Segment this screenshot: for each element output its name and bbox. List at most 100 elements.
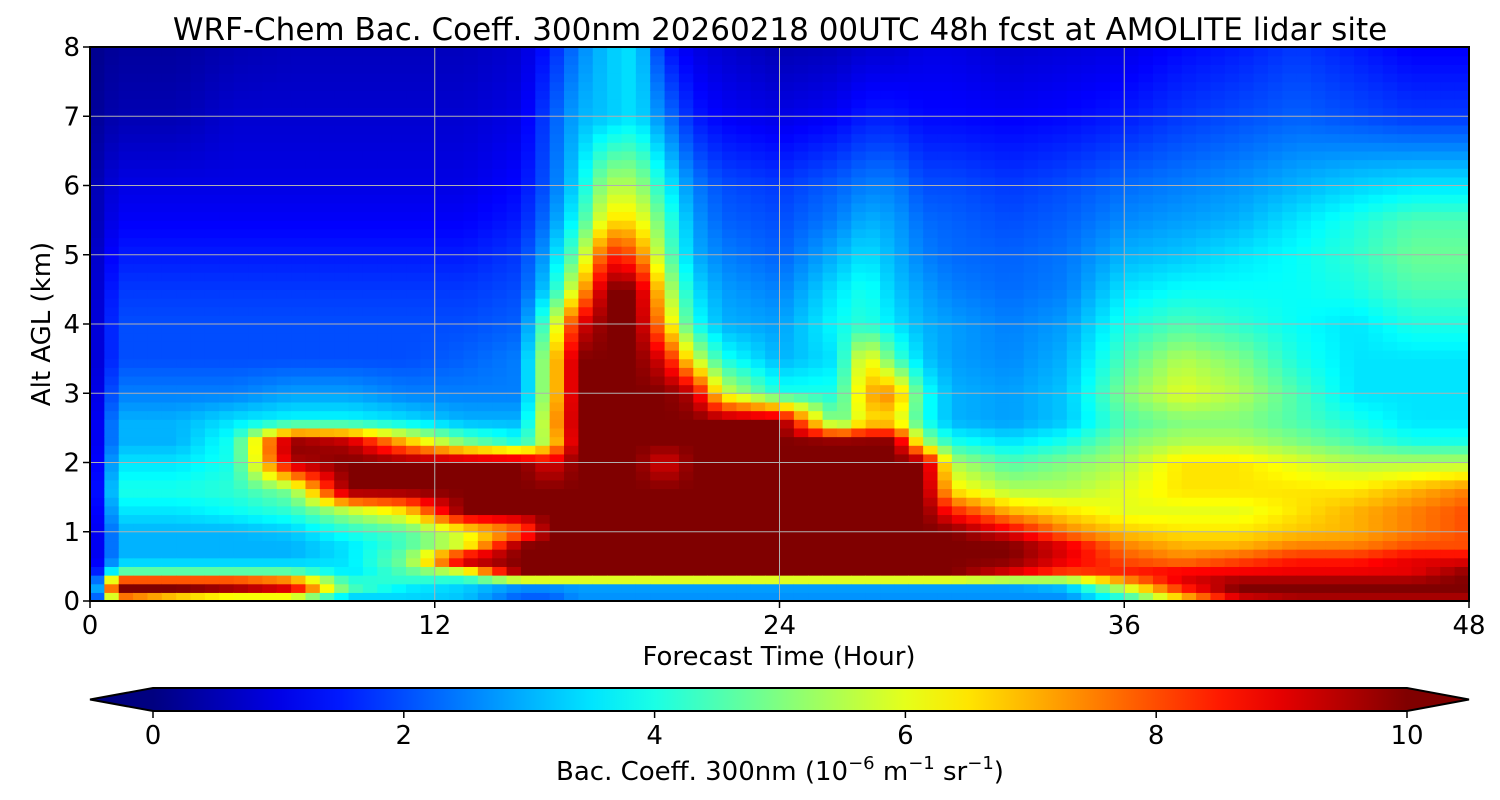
heatmap-cell <box>578 514 594 524</box>
heatmap-cell <box>851 107 867 117</box>
heatmap-cell <box>1167 228 1183 239</box>
heatmap-cell <box>578 159 594 169</box>
heatmap-cell <box>836 220 852 230</box>
heatmap-cell <box>449 220 465 230</box>
heatmap-cell <box>147 488 163 498</box>
heatmap-cell <box>190 272 206 282</box>
heatmap-cell <box>908 246 924 256</box>
heatmap-cell <box>535 272 551 282</box>
heatmap-cell <box>1009 98 1025 109</box>
heatmap-cell <box>248 47 263 57</box>
heatmap-cell <box>1009 531 1025 542</box>
heatmap-cell <box>994 540 1010 550</box>
heatmap-cell <box>262 220 278 230</box>
heatmap-cell <box>334 263 350 273</box>
heatmap-cell <box>449 427 465 438</box>
heatmap-cell <box>362 531 378 542</box>
heatmap-cell <box>937 453 953 464</box>
heatmap-cell <box>607 540 623 550</box>
heatmap-cell <box>994 427 1010 438</box>
heatmap-cell <box>133 549 149 559</box>
heatmap-cell <box>449 592 465 601</box>
heatmap-cell <box>678 306 694 316</box>
heatmap-cell <box>994 471 1010 481</box>
heatmap-cell <box>161 246 177 256</box>
heatmap-cell <box>994 246 1010 256</box>
heatmap-cell <box>951 263 967 273</box>
heatmap-cell <box>1124 375 1140 386</box>
heatmap-cell <box>678 81 694 91</box>
heatmap-cell <box>650 72 666 83</box>
heatmap-cell <box>406 427 421 438</box>
heatmap-cell <box>233 332 249 342</box>
heatmap-cell <box>1023 306 1039 316</box>
heatmap-cell <box>434 384 450 394</box>
heatmap-cell <box>880 523 896 533</box>
heatmap-cell <box>621 332 637 342</box>
heatmap-cell <box>348 168 364 178</box>
heatmap-cell <box>980 220 996 230</box>
heatmap-cell <box>362 176 378 187</box>
heatmap-cell <box>535 549 551 559</box>
heatmap-cell <box>1081 133 1097 143</box>
heatmap-cell <box>276 90 292 100</box>
heatmap-cell <box>923 549 939 559</box>
heatmap-cell <box>822 81 838 91</box>
heatmap-cell <box>779 176 795 187</box>
heatmap-cell <box>1124 349 1140 360</box>
heatmap-cell <box>492 375 508 386</box>
heatmap-cell <box>362 592 378 601</box>
heatmap-cell <box>750 445 766 455</box>
heatmap-cell <box>133 289 149 299</box>
heatmap-cell <box>822 549 838 559</box>
heatmap-cell <box>808 324 824 334</box>
heatmap-cell <box>248 557 263 567</box>
heatmap-cell <box>348 124 364 135</box>
heatmap-cell <box>865 98 881 109</box>
heatmap-cell <box>492 531 508 542</box>
heatmap-cell <box>851 298 867 308</box>
heatmap-cell <box>161 549 177 559</box>
heatmap-cell <box>406 592 421 601</box>
heatmap-cell <box>420 90 436 100</box>
heatmap-cell <box>133 592 149 601</box>
heatmap-cell <box>133 471 149 481</box>
heatmap-cell <box>449 150 465 161</box>
heatmap-cell <box>219 384 235 394</box>
heatmap-cell <box>1196 64 1212 74</box>
heatmap-cell <box>980 133 996 143</box>
heatmap-cell <box>406 419 421 429</box>
heatmap-cell <box>722 246 737 256</box>
heatmap-cell <box>449 306 465 316</box>
heatmap-cell <box>966 479 982 490</box>
heatmap-cell <box>104 315 120 325</box>
heatmap-cell <box>348 540 364 550</box>
heatmap-cell <box>1181 341 1197 351</box>
heatmap-cell <box>420 55 436 65</box>
heatmap-cell <box>477 272 493 282</box>
heatmap-cell <box>923 194 939 204</box>
heatmap-cell <box>520 332 536 342</box>
heatmap-cell <box>348 64 364 74</box>
heatmap-cell <box>420 176 436 187</box>
heatmap-cell <box>276 254 292 265</box>
heatmap-cell <box>535 133 551 143</box>
heatmap-cell <box>980 557 996 567</box>
heatmap-cell <box>449 72 465 83</box>
heatmap-cell <box>161 142 177 152</box>
heatmap-cell <box>1124 47 1140 57</box>
heatmap-cell <box>204 202 220 213</box>
heatmap-cell <box>894 306 910 316</box>
heatmap-cell <box>750 549 766 559</box>
heatmap-cell <box>779 479 795 490</box>
heatmap-cell <box>276 306 292 316</box>
heatmap-cell <box>233 211 249 221</box>
heatmap-cell <box>923 523 939 533</box>
heatmap-cell <box>607 202 623 213</box>
heatmap-cell <box>722 462 737 472</box>
heatmap-cell <box>520 349 536 360</box>
heatmap-cell <box>1066 332 1082 342</box>
heatmap-cell <box>1038 280 1054 290</box>
heatmap-cell <box>722 523 737 533</box>
heatmap-cell <box>434 505 450 516</box>
